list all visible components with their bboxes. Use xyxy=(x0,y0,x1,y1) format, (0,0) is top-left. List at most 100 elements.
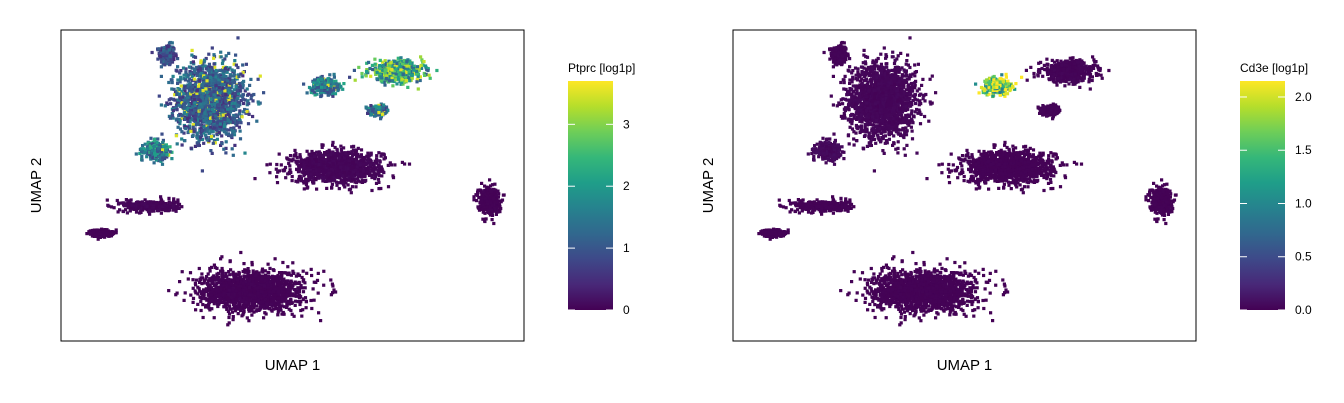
cell-point xyxy=(203,127,207,131)
cell-point xyxy=(355,181,359,185)
cell-point xyxy=(247,92,251,96)
cell-point xyxy=(218,124,222,128)
cell-point xyxy=(350,172,354,176)
cell-point xyxy=(215,121,219,125)
cell-point xyxy=(222,124,226,128)
cell-point xyxy=(176,78,180,82)
cell-point xyxy=(163,63,167,67)
cell-point xyxy=(350,158,354,162)
cell-point xyxy=(170,114,175,118)
cell-point xyxy=(350,154,355,158)
cell-point xyxy=(159,195,163,199)
cell-point xyxy=(308,166,312,170)
cell-point xyxy=(342,176,346,180)
cell-point xyxy=(212,109,216,113)
cell-point xyxy=(183,101,188,105)
cell-point xyxy=(385,108,389,112)
cell-point xyxy=(391,60,395,64)
cell-point xyxy=(194,120,198,124)
cell-point xyxy=(324,166,328,170)
cell-point xyxy=(359,171,363,175)
cell-point xyxy=(216,93,220,97)
cell-point xyxy=(383,71,387,75)
cell-point xyxy=(377,113,381,117)
cell-point xyxy=(327,155,331,160)
cell-point xyxy=(174,118,178,122)
cell-point xyxy=(401,69,405,73)
cell-point xyxy=(212,53,216,57)
cluster-left-middle xyxy=(105,195,184,216)
cell-point xyxy=(279,163,283,167)
cell-point xyxy=(221,77,225,81)
cell-point xyxy=(394,67,398,71)
cell-point xyxy=(166,207,170,211)
cell-point xyxy=(160,132,164,136)
cell-point xyxy=(338,158,342,162)
cell-point xyxy=(407,162,412,166)
cell-point xyxy=(367,154,371,158)
cell-point xyxy=(208,65,212,69)
cell-point xyxy=(201,83,205,87)
cell-point xyxy=(420,66,424,70)
cell-point xyxy=(147,201,151,205)
cell-point xyxy=(368,171,372,175)
cell-point xyxy=(337,181,341,185)
cell-point xyxy=(401,72,405,76)
cell-point xyxy=(219,117,224,121)
cell-point xyxy=(170,150,174,154)
cell-point xyxy=(309,170,313,174)
cell-point xyxy=(329,84,333,88)
cell-point xyxy=(161,141,165,145)
cell-point xyxy=(320,78,324,82)
cell-point xyxy=(308,162,312,166)
cell-point xyxy=(236,96,240,101)
cell-point xyxy=(161,57,165,61)
cell-point xyxy=(163,209,167,213)
cell-point xyxy=(427,73,431,77)
cell-point xyxy=(171,203,175,208)
cell-point xyxy=(134,201,138,205)
cell-point xyxy=(171,54,175,58)
cell-point xyxy=(356,179,360,183)
cell-point xyxy=(195,73,199,78)
cell-point xyxy=(310,89,315,93)
cell-point xyxy=(216,83,220,87)
cell-point xyxy=(296,180,300,184)
cell-point xyxy=(396,56,400,60)
cell-point xyxy=(373,177,377,181)
cell-point xyxy=(376,177,381,181)
cell-point xyxy=(331,140,335,144)
cell-point xyxy=(321,154,325,158)
cell-point xyxy=(346,169,350,173)
cell-point xyxy=(288,154,293,158)
cell-point xyxy=(188,124,192,128)
cell-point xyxy=(380,174,384,178)
cell-point xyxy=(167,41,172,45)
cell-point xyxy=(301,159,306,163)
cell-point xyxy=(184,96,188,100)
cell-point xyxy=(213,65,217,69)
cell-point xyxy=(406,58,410,62)
cell-point xyxy=(366,106,370,110)
cell-point xyxy=(377,111,381,115)
cell-point xyxy=(183,117,187,121)
cell-point xyxy=(283,165,288,170)
cell-point xyxy=(216,113,220,117)
cell-point xyxy=(338,172,342,176)
cell-point xyxy=(383,111,387,115)
cell-point xyxy=(225,118,229,122)
cell-point xyxy=(182,92,186,96)
cell-point xyxy=(204,89,208,93)
cell-point xyxy=(383,59,387,63)
cell-point xyxy=(165,101,169,105)
cell-point xyxy=(422,60,426,64)
cell-point xyxy=(321,156,325,160)
cell-point xyxy=(191,105,195,109)
cell-point xyxy=(129,206,133,210)
cell-point xyxy=(159,197,163,201)
cell-point xyxy=(192,94,196,98)
cell-point xyxy=(330,182,334,186)
cell-point xyxy=(240,95,245,99)
cell-point xyxy=(211,116,215,120)
cell-point xyxy=(225,70,229,74)
